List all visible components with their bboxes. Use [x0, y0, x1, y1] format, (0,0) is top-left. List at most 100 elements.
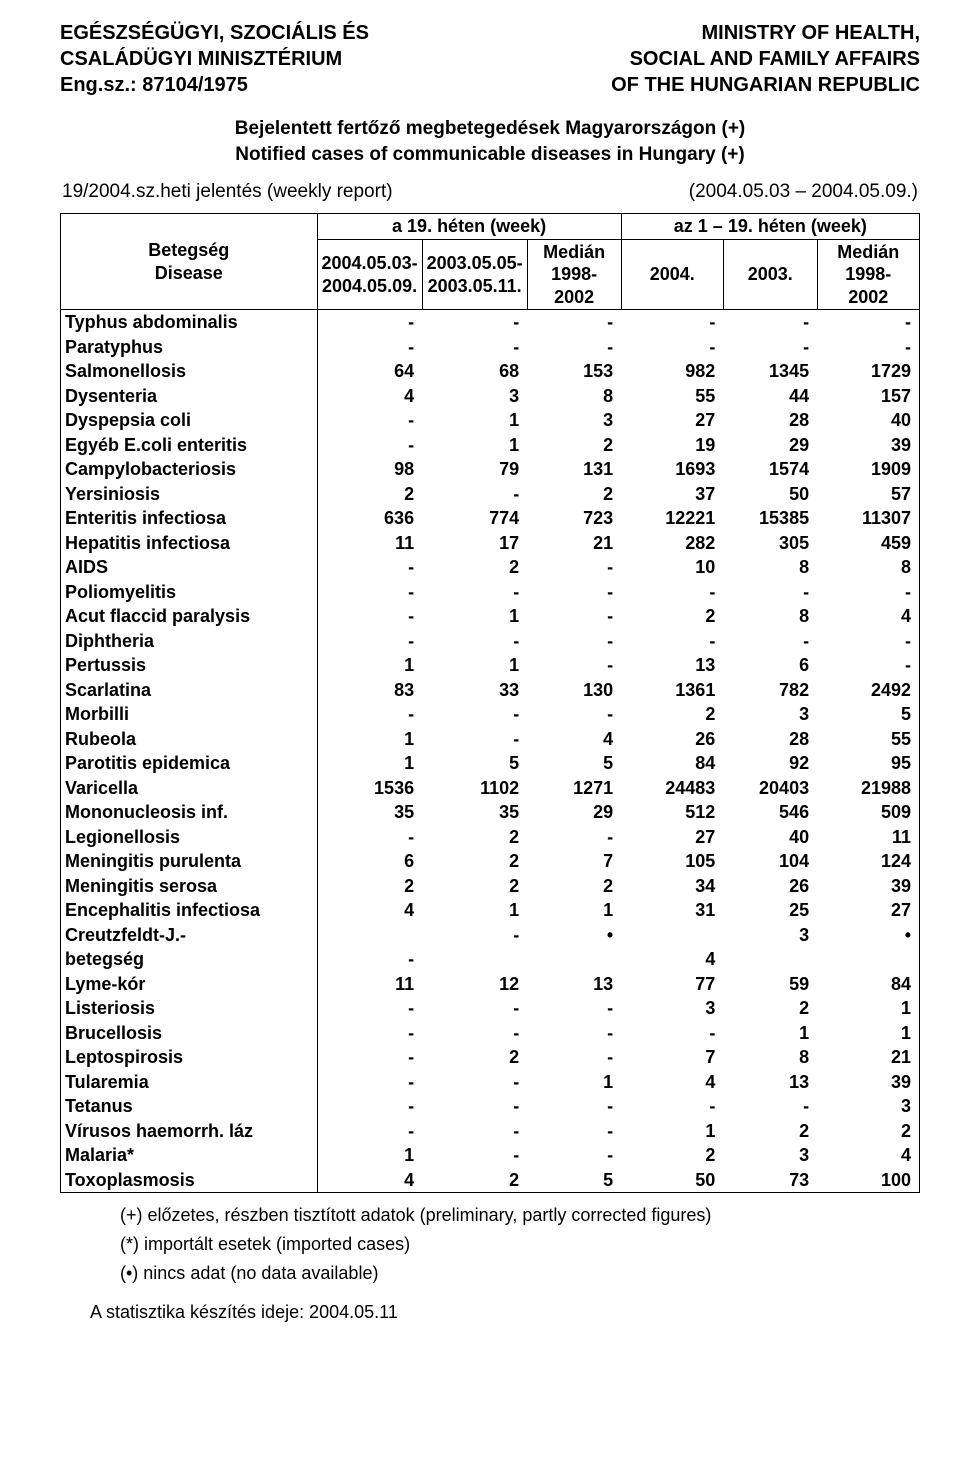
- col-c4: 2004.: [621, 239, 723, 310]
- disease-name: Toxoplasmosis: [61, 1168, 318, 1193]
- cell-value: -: [527, 1045, 621, 1070]
- cell-value: -: [317, 1094, 422, 1119]
- page: EGÉSZSÉGÜGYI, SZOCIÁLIS ÉS CSALÁDÜGYI MI…: [0, 0, 960, 1353]
- cell-value: 55: [621, 384, 723, 409]
- cell-value: -: [527, 1119, 621, 1144]
- cell-value: 512: [621, 800, 723, 825]
- cell-value: -: [422, 310, 527, 335]
- table-row: betegség-4: [61, 947, 920, 972]
- table-row: Acut flaccid paralysis-1-284: [61, 604, 920, 629]
- table-row: Legionellosis-2-274011: [61, 825, 920, 850]
- cell-value: 26: [723, 874, 817, 899]
- table-row: Toxoplasmosis4255073100: [61, 1168, 920, 1193]
- cell-value: 19: [621, 433, 723, 458]
- cell-value: 1: [621, 1119, 723, 1144]
- table-row: Scarlatina833313013617822492: [61, 678, 920, 703]
- cell-value: 28: [723, 408, 817, 433]
- disease-name: Yersiniosis: [61, 482, 318, 507]
- header-left-line3: Eng.sz.: 87104/1975: [60, 72, 369, 98]
- disease-name: Varicella: [61, 776, 318, 801]
- cell-value: 27: [621, 825, 723, 850]
- cell-value: 6: [723, 653, 817, 678]
- col-c2: 2003.05.05- 2003.05.11.: [422, 239, 527, 310]
- cell-value: 1102: [422, 776, 527, 801]
- cell-value: 1729: [817, 359, 919, 384]
- cell-value: -: [817, 629, 919, 654]
- cell-value: -: [317, 433, 422, 458]
- table-row: Creutzfeldt-J.--•3•: [61, 923, 920, 948]
- cell-value: 5: [527, 1168, 621, 1193]
- cell-value: 1693: [621, 457, 723, 482]
- cell-value: 4: [817, 604, 919, 629]
- disease-name: Campylobacteriosis: [61, 457, 318, 482]
- cell-value: 2: [317, 874, 422, 899]
- cell-value: 3: [723, 1143, 817, 1168]
- cell-value: 1: [422, 653, 527, 678]
- cell-value: -: [317, 1045, 422, 1070]
- cell-value: 10: [621, 555, 723, 580]
- cell-value: 2: [527, 874, 621, 899]
- cell-value: -: [527, 604, 621, 629]
- cell-value: 4: [621, 947, 723, 972]
- col-c3: Medián 1998- 2002: [527, 239, 621, 310]
- header-right-line2: SOCIAL AND FAMILY AFFAIRS: [611, 46, 920, 72]
- cell-value: 2: [621, 702, 723, 727]
- cell-value: 1: [422, 604, 527, 629]
- cell-value: 782: [723, 678, 817, 703]
- cell-value: -: [527, 555, 621, 580]
- table-row: Varicella153611021271244832040321988: [61, 776, 920, 801]
- cell-value: -: [621, 310, 723, 335]
- cell-value: 2: [723, 1119, 817, 1144]
- cell-value: [723, 947, 817, 972]
- disease-name: Dysenteria: [61, 384, 318, 409]
- disease-name: Enteritis infectiosa: [61, 506, 318, 531]
- table-row: Mononucleosis inf.353529512546509: [61, 800, 920, 825]
- col-group-week19: a 19. héten (week): [317, 214, 621, 240]
- cell-value: [621, 923, 723, 948]
- table-row: Campylobacteriosis9879131169315741909: [61, 457, 920, 482]
- cell-value: 509: [817, 800, 919, 825]
- cell-value: 2: [422, 1168, 527, 1193]
- cell-value: 4: [317, 384, 422, 409]
- cell-value: 1: [422, 898, 527, 923]
- cell-value: -: [317, 996, 422, 1021]
- cell-value: 1: [317, 727, 422, 752]
- table-row: Lyme-kór111213775984: [61, 972, 920, 997]
- cell-value: 2: [621, 1143, 723, 1168]
- table-row: Yersiniosis2-2375057: [61, 482, 920, 507]
- cell-value: 4: [817, 1143, 919, 1168]
- disease-name: Diphtheria: [61, 629, 318, 654]
- table-row: Dysenteria4385544157: [61, 384, 920, 409]
- cell-value: -: [621, 580, 723, 605]
- disease-name: Paratyphus: [61, 335, 318, 360]
- cell-value: -: [723, 310, 817, 335]
- cell-value: 1574: [723, 457, 817, 482]
- cell-value: -: [527, 825, 621, 850]
- cell-value: -: [317, 335, 422, 360]
- cell-value: -: [422, 580, 527, 605]
- table-row: Morbilli---235: [61, 702, 920, 727]
- table-row: Tularemia--141339: [61, 1070, 920, 1095]
- disease-head-text: Betegség Disease: [148, 240, 229, 283]
- disease-name: Vírusos haemorrh. láz: [61, 1119, 318, 1144]
- cell-value: 4: [317, 898, 422, 923]
- cell-value: -: [527, 1094, 621, 1119]
- cell-value: 5: [817, 702, 919, 727]
- footnote-star: (*) importált esetek (imported cases): [120, 1230, 920, 1259]
- cell-value: -: [317, 408, 422, 433]
- col-c3-text: Medián 1998- 2002: [543, 242, 605, 307]
- cell-value: -: [317, 629, 422, 654]
- cell-value: 7: [527, 849, 621, 874]
- cell-value: 35: [317, 800, 422, 825]
- disease-name: Salmonellosis: [61, 359, 318, 384]
- header-left-line1: EGÉSZSÉGÜGYI, SZOCIÁLIS ÉS: [60, 20, 369, 46]
- cell-value: [317, 923, 422, 948]
- cell-value: 2: [527, 482, 621, 507]
- title-line1: Bejelentett fertőző megbetegedések Magya…: [60, 116, 920, 142]
- cell-value: -: [621, 1021, 723, 1046]
- cell-value: -: [723, 1094, 817, 1119]
- cell-value: -: [317, 825, 422, 850]
- cell-value: 4: [527, 727, 621, 752]
- cell-value: -: [422, 629, 527, 654]
- cell-value: -: [527, 653, 621, 678]
